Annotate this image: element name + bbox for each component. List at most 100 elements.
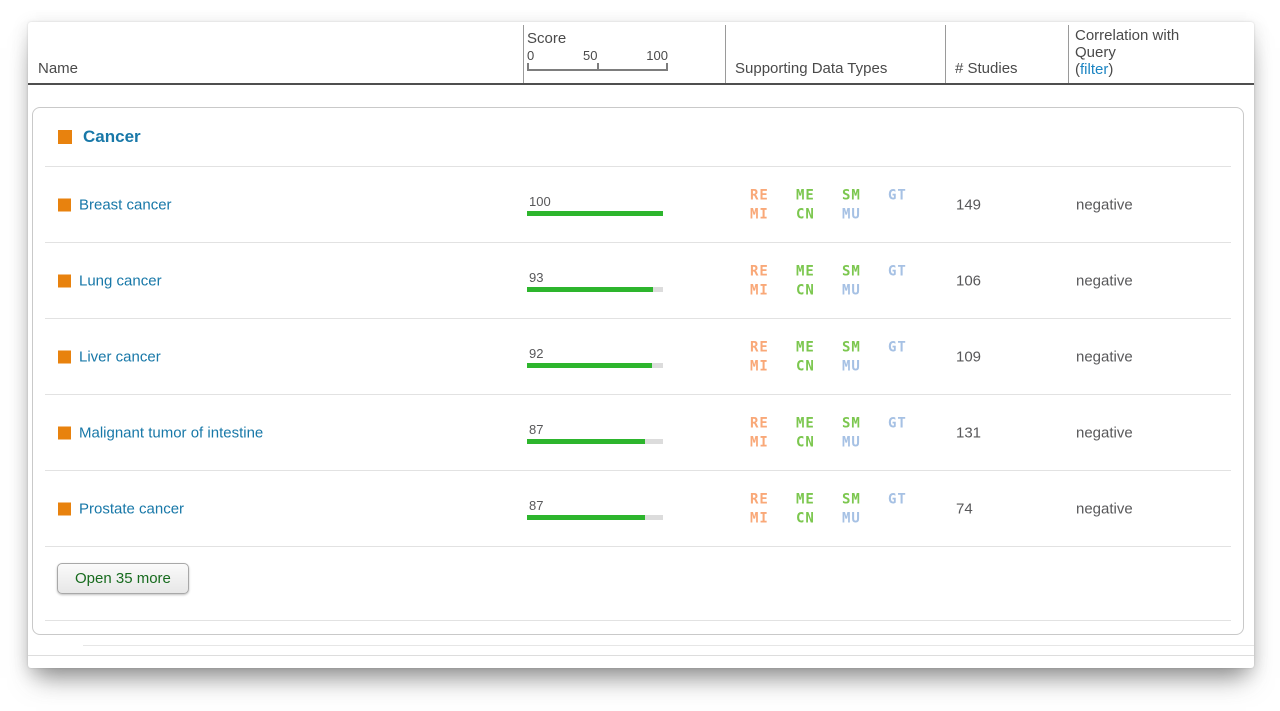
score-bar-fill <box>527 438 646 444</box>
data-type-RE: RE <box>750 491 769 507</box>
supporting-data-types: RE ME SM GT MI CN MU <box>750 263 934 298</box>
data-type-SM: SM <box>842 187 861 203</box>
group-row-cancer[interactable]: Cancer <box>33 108 1243 166</box>
score-bar-fill <box>527 286 654 292</box>
row-name-link[interactable]: Prostate cancer <box>79 500 185 517</box>
correlation-header-line1: Correlation with <box>1075 27 1180 44</box>
data-type-RE: RE <box>750 339 769 355</box>
score-value: 100 <box>529 193 551 209</box>
table-row: Lung cancer 93 RE ME SM GT MI CN MU 106 … <box>33 243 1243 318</box>
data-type-MI: MI <box>750 206 769 222</box>
row-name-link[interactable]: Lung cancer <box>79 272 162 289</box>
row-divider <box>45 242 1231 243</box>
score-bar-track <box>527 438 663 444</box>
filter-link[interactable]: filter <box>1080 61 1109 78</box>
table-row: Liver cancer 92 RE ME SM GT MI CN MU 109… <box>33 319 1243 394</box>
correlation-value: negative <box>1076 424 1133 441</box>
row-divider <box>45 470 1231 471</box>
supporting-data-types: RE ME SM GT MI CN MU <box>750 415 934 450</box>
score-value: 87 <box>529 497 544 513</box>
studies-count: 106 <box>956 272 982 289</box>
score-label: Score <box>527 30 567 47</box>
score-axis-ticks: 0 50 100 <box>527 48 668 63</box>
column-divider <box>523 25 524 83</box>
data-type-SM: SM <box>842 339 861 355</box>
score-cell: 93 <box>527 270 663 292</box>
correlation-value: negative <box>1076 272 1133 289</box>
data-type-CN: CN <box>796 434 815 450</box>
column-header-studies: # Studies <box>955 60 1018 77</box>
row-divider <box>45 394 1231 395</box>
data-type-ME: ME <box>796 415 815 431</box>
card-bottom-spacer <box>33 621 1243 634</box>
results-panel: Name Score 0 50 100 Supporting Data Type… <box>28 22 1254 668</box>
column-divider <box>945 25 946 83</box>
score-cell: 92 <box>527 346 663 368</box>
data-type-GT: GT <box>888 263 907 279</box>
data-type-MI: MI <box>750 358 769 374</box>
row-name-link[interactable]: Breast cancer <box>79 196 172 213</box>
studies-count: 131 <box>956 424 982 441</box>
data-type-SM: SM <box>842 263 861 279</box>
correlation-value: negative <box>1076 348 1133 365</box>
correlation-value: negative <box>1076 500 1133 517</box>
data-type-MU: MU <box>842 510 861 526</box>
score-cell: 87 <box>527 422 663 444</box>
data-type-ME: ME <box>796 339 815 355</box>
row-divider <box>45 318 1231 319</box>
data-type-GT: GT <box>888 491 907 507</box>
data-type-GT: GT <box>888 187 907 203</box>
paren-open: ( <box>1075 61 1080 78</box>
row-name-link[interactable]: Malignant tumor of intestine <box>79 424 264 441</box>
table-header: Name Score 0 50 100 Supporting Data Type… <box>28 22 1254 85</box>
category-color-square-icon <box>58 426 71 439</box>
footer-divider <box>83 645 1254 646</box>
correlation-value: negative <box>1076 196 1133 213</box>
results-card: Cancer Breast cancer 100 RE ME SM GT MI … <box>32 107 1244 635</box>
row-name-link[interactable]: Liver cancer <box>79 348 161 365</box>
score-value: 93 <box>529 269 544 285</box>
data-type-RE: RE <box>750 415 769 431</box>
score-tick-100: 100 <box>646 48 668 63</box>
data-type-CN: CN <box>796 358 815 374</box>
row-divider <box>45 620 1231 621</box>
open-more-row: Open 35 more <box>33 547 1243 620</box>
data-type-MU: MU <box>842 358 861 374</box>
studies-count: 74 <box>956 500 973 517</box>
group-label[interactable]: Cancer <box>83 127 141 146</box>
category-color-square-icon <box>58 350 71 363</box>
open-more-button[interactable]: Open 35 more <box>57 563 189 594</box>
column-header-correlation: Correlation with Query (filter) <box>1075 27 1179 78</box>
data-type-CN: CN <box>796 206 815 222</box>
data-type-RE: RE <box>750 187 769 203</box>
row-divider <box>45 546 1231 547</box>
studies-count: 109 <box>956 348 982 365</box>
data-type-MU: MU <box>842 206 861 222</box>
score-cell: 100 <box>527 194 663 216</box>
score-bar-track <box>527 210 663 216</box>
studies-count: 149 <box>956 196 982 213</box>
column-header-supporting-data-types: Supporting Data Types <box>735 60 888 77</box>
data-type-RE: RE <box>750 263 769 279</box>
score-tick-50: 50 <box>583 48 598 63</box>
data-type-CN: CN <box>796 510 815 526</box>
data-type-GT: GT <box>888 339 907 355</box>
data-type-MI: MI <box>750 282 769 298</box>
category-color-square-icon <box>58 198 71 211</box>
category-color-square-icon <box>58 130 72 144</box>
score-bar-fill <box>527 210 663 216</box>
column-header-score: Score 0 50 100 <box>527 30 668 71</box>
supporting-data-types: RE ME SM GT MI CN MU <box>750 491 934 526</box>
score-bar-fill <box>527 362 653 368</box>
data-type-SM: SM <box>842 491 861 507</box>
table-row: Breast cancer 100 RE ME SM GT MI CN MU 1… <box>33 167 1243 242</box>
table-row: Prostate cancer 87 RE ME SM GT MI CN MU … <box>33 471 1243 546</box>
data-type-MI: MI <box>750 510 769 526</box>
score-bar-fill <box>527 514 646 520</box>
column-divider <box>725 25 726 83</box>
score-value: 87 <box>529 421 544 437</box>
score-bar-track <box>527 286 663 292</box>
data-type-ME: ME <box>796 263 815 279</box>
footer-divider <box>28 655 1254 656</box>
supporting-data-types: RE ME SM GT MI CN MU <box>750 339 934 374</box>
